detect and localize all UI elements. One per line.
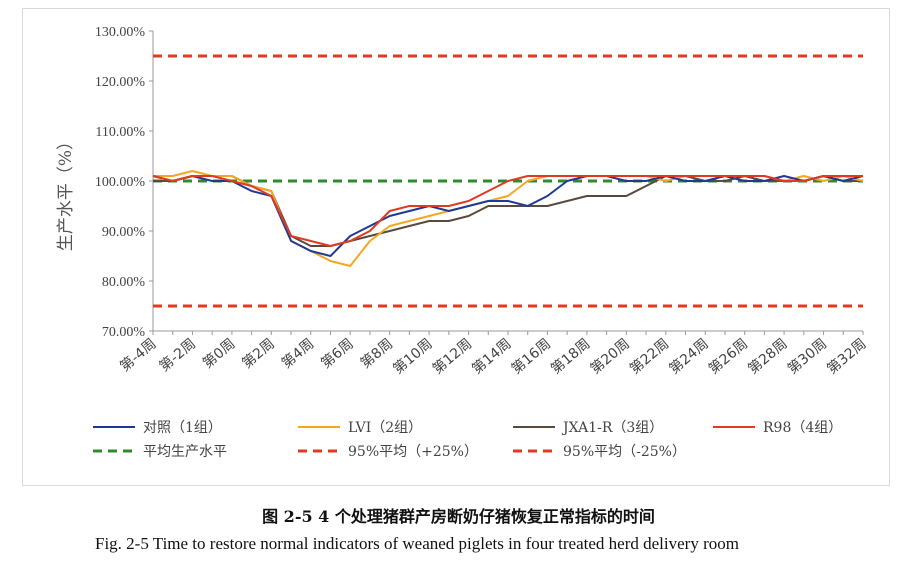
x-tick-label: 第24周 xyxy=(666,335,712,377)
x-tick-label: 第4周 xyxy=(278,335,317,372)
y-tick-label: 120.00% xyxy=(95,75,146,90)
legend-label: R98（4组） xyxy=(763,420,842,436)
x-tick-label: 第-2周 xyxy=(156,335,199,375)
legend-label: LVI（2组） xyxy=(348,420,422,436)
x-tick-label: 第-4周 xyxy=(116,335,159,375)
x-tick-label: 第20周 xyxy=(587,335,633,377)
x-tick-label: 第30周 xyxy=(784,335,830,377)
legend: 对照（1组） LVI（2组） JXA1-R（3组） R98（4组） 平均生产水平 95%平… xyxy=(93,420,842,460)
legend-label: 95%平均（+25%） xyxy=(348,444,478,460)
series-line xyxy=(152,175,863,247)
series-layer xyxy=(152,54,864,308)
legend-label: JXA1-R（3组） xyxy=(561,420,663,436)
x-tick-label: 第18周 xyxy=(547,335,593,377)
x-tick-label: 第6周 xyxy=(318,335,357,372)
y-tick-label: 130.00% xyxy=(95,25,146,40)
legend-label: 95%平均（-25%） xyxy=(563,444,686,460)
y-axis-label: 生产水平（%） xyxy=(56,133,76,251)
x-tick-label: 第16周 xyxy=(508,335,554,377)
series-line xyxy=(153,170,864,267)
series-line xyxy=(153,175,863,247)
chart-frame: 70.00% 80.00% 90.00% 100.00% 110.00% 120.00% 1… xyxy=(22,8,890,486)
caption-english: Fig. 2-5 Time to restore normal indicato… xyxy=(95,534,739,553)
x-tick-label: 第12周 xyxy=(429,335,475,377)
legend-label: 平均生产水平 xyxy=(143,444,227,460)
y-tick-label: 110.00% xyxy=(95,125,145,140)
x-tick-label: 第10周 xyxy=(390,335,436,377)
x-tick-label: 第26周 xyxy=(705,335,751,377)
y-tick-label: 90.00% xyxy=(102,225,146,240)
x-tick-label: 第14周 xyxy=(469,335,515,377)
x-tick-label: 第2周 xyxy=(239,335,278,372)
x-tick-labels: 第-4周第-2周 第0周 第2周 第4周 第6周 第8周第10周第12周第14周第16周第… xyxy=(116,335,869,377)
y-tick-labels: 70.00% 80.00% 90.00% 100.00% 110.00% 120.00% 1… xyxy=(95,25,146,340)
x-tick-label: 第32周 xyxy=(824,335,870,377)
caption-chinese: 图 2-5 4 个处理猪群产房断奶仔猪恢复正常指标的时间 xyxy=(262,507,655,526)
x-tick-label: 第22周 xyxy=(626,335,672,377)
y-tick-label: 80.00% xyxy=(102,275,146,290)
x-tick-label: 第28周 xyxy=(745,335,791,377)
x-tick-label: 第0周 xyxy=(199,335,238,372)
line-chart: 70.00% 80.00% 90.00% 100.00% 110.00% 120.00% 1… xyxy=(56,25,870,460)
y-tick-label: 70.00% xyxy=(102,325,146,340)
y-tick-label: 100.00% xyxy=(95,175,146,190)
legend-label: 对照（1组） xyxy=(143,420,222,436)
